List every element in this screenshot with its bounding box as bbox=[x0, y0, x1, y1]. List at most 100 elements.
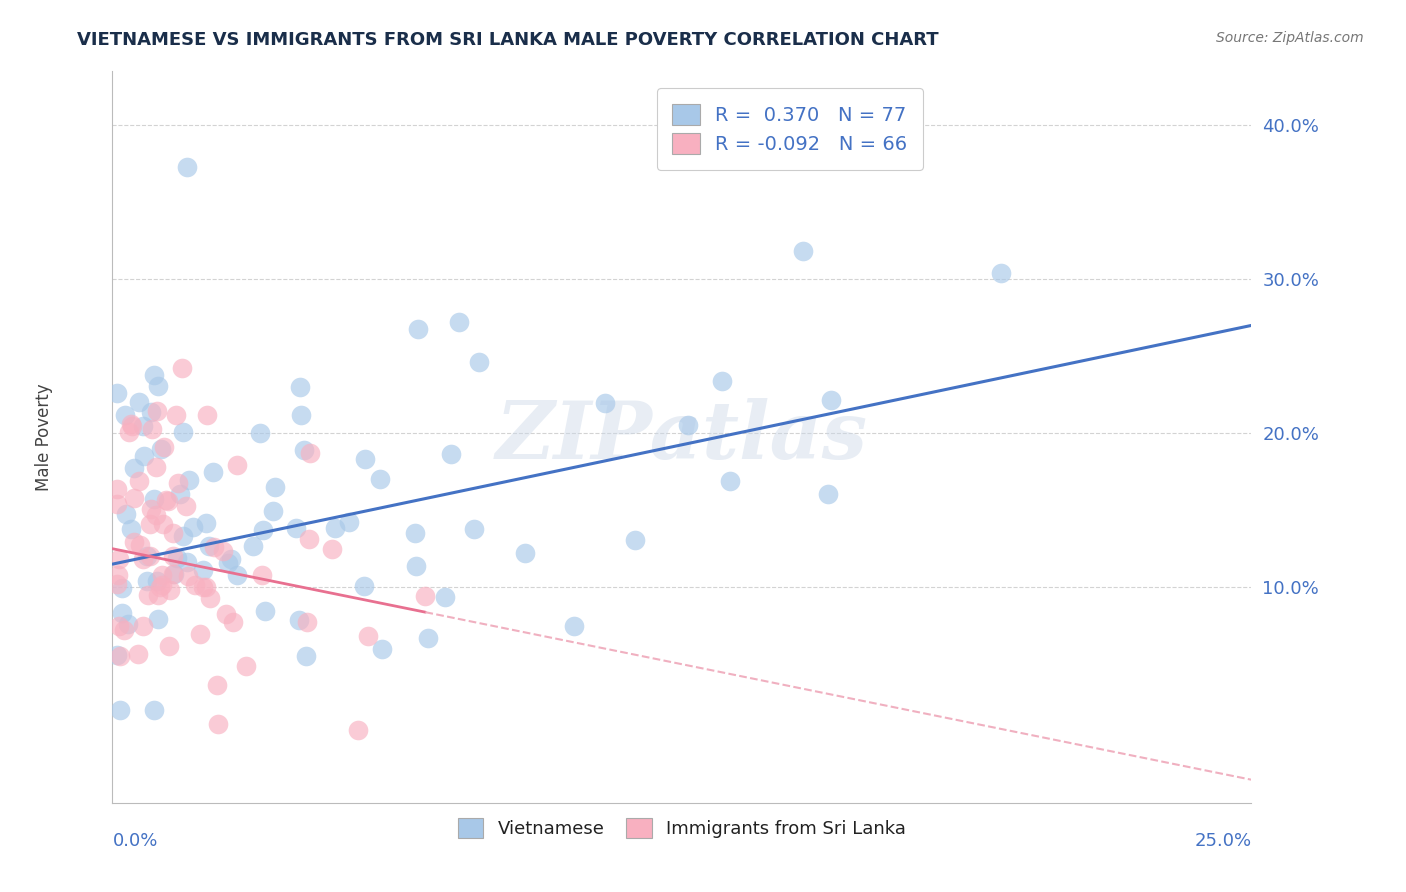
Point bbox=[225, 458, 247, 472]
Point bbox=[114, 409, 136, 423]
Point bbox=[207, 717, 229, 731]
Text: Male Poverty: Male Poverty bbox=[35, 384, 53, 491]
Point bbox=[177, 473, 200, 487]
Point bbox=[129, 538, 152, 552]
Point bbox=[121, 523, 143, 537]
Point bbox=[292, 442, 315, 457]
Point bbox=[149, 581, 172, 595]
Point bbox=[288, 613, 311, 627]
Point bbox=[174, 499, 197, 513]
Point bbox=[112, 623, 135, 637]
Point bbox=[162, 567, 184, 582]
Point bbox=[197, 539, 219, 553]
Point bbox=[105, 496, 128, 510]
Point bbox=[176, 555, 198, 569]
Point bbox=[159, 582, 181, 597]
Point bbox=[132, 449, 155, 463]
Point bbox=[108, 703, 131, 717]
Point bbox=[162, 525, 184, 540]
Point bbox=[127, 648, 149, 662]
Text: Source: ZipAtlas.com: Source: ZipAtlas.com bbox=[1216, 31, 1364, 45]
Point bbox=[513, 546, 536, 560]
Point bbox=[191, 564, 214, 578]
Point bbox=[191, 580, 214, 594]
Point bbox=[624, 533, 647, 548]
Point bbox=[295, 615, 318, 629]
Point bbox=[408, 322, 430, 336]
Point bbox=[166, 476, 188, 491]
Point bbox=[820, 393, 842, 408]
Point bbox=[153, 441, 176, 455]
Point bbox=[718, 474, 741, 488]
Point bbox=[105, 577, 128, 591]
Point bbox=[415, 589, 437, 603]
Point bbox=[298, 532, 321, 546]
Point bbox=[172, 529, 194, 543]
Point bbox=[139, 549, 162, 564]
Point bbox=[105, 648, 128, 662]
Point bbox=[145, 459, 167, 474]
Point bbox=[252, 524, 274, 538]
Point bbox=[562, 619, 585, 633]
Point bbox=[128, 395, 150, 409]
Point bbox=[162, 549, 184, 563]
Point bbox=[163, 566, 186, 581]
Point bbox=[433, 591, 456, 605]
Point bbox=[226, 568, 249, 582]
Point bbox=[136, 574, 159, 588]
Text: 25.0%: 25.0% bbox=[1194, 832, 1251, 850]
Point bbox=[139, 502, 162, 516]
Point bbox=[117, 617, 139, 632]
Point bbox=[404, 526, 426, 541]
Point bbox=[711, 375, 734, 389]
Point bbox=[356, 629, 378, 643]
Point bbox=[150, 442, 173, 456]
Point bbox=[354, 452, 377, 467]
Point bbox=[353, 579, 375, 593]
Point bbox=[676, 417, 699, 432]
Point bbox=[295, 648, 318, 663]
Point bbox=[105, 482, 128, 496]
Point bbox=[142, 368, 165, 383]
Point bbox=[132, 552, 155, 566]
Point bbox=[146, 379, 169, 393]
Point bbox=[221, 551, 243, 566]
Point bbox=[139, 405, 162, 419]
Point bbox=[467, 355, 489, 369]
Point bbox=[593, 396, 616, 410]
Point bbox=[118, 425, 141, 440]
Point bbox=[321, 541, 343, 556]
Point bbox=[122, 491, 145, 505]
Point bbox=[146, 404, 169, 418]
Point bbox=[141, 422, 163, 436]
Point bbox=[157, 639, 180, 653]
Point bbox=[110, 648, 132, 663]
Point bbox=[150, 567, 173, 582]
Point bbox=[990, 266, 1012, 280]
Point bbox=[242, 539, 264, 553]
Point bbox=[221, 615, 243, 629]
Point bbox=[136, 588, 159, 602]
Point bbox=[371, 642, 394, 657]
Point bbox=[115, 507, 138, 521]
Point bbox=[169, 486, 191, 500]
Point bbox=[262, 504, 284, 518]
Point bbox=[177, 569, 200, 583]
Text: ZIPatlas: ZIPatlas bbox=[496, 399, 868, 475]
Point bbox=[176, 160, 198, 174]
Point bbox=[249, 426, 271, 441]
Point bbox=[202, 541, 225, 555]
Point bbox=[132, 618, 155, 632]
Point bbox=[323, 521, 346, 535]
Point bbox=[172, 361, 194, 376]
Point bbox=[194, 580, 217, 594]
Point bbox=[347, 723, 370, 737]
Point bbox=[447, 315, 470, 329]
Point bbox=[150, 578, 173, 592]
Point bbox=[440, 447, 463, 461]
Point bbox=[290, 408, 312, 422]
Point bbox=[188, 627, 211, 641]
Point bbox=[156, 493, 179, 508]
Point bbox=[152, 516, 174, 531]
Point bbox=[463, 523, 485, 537]
